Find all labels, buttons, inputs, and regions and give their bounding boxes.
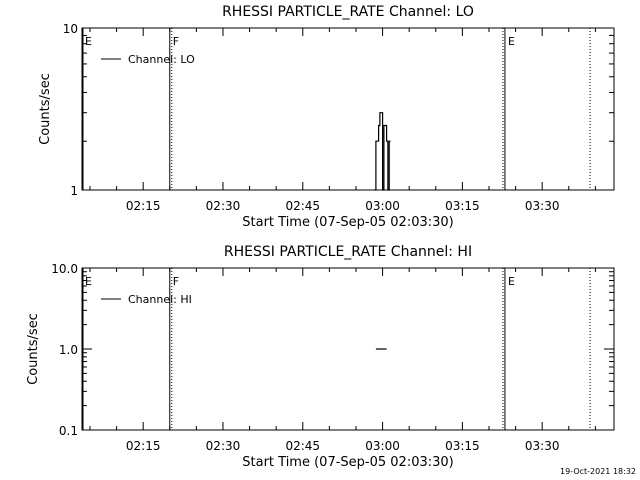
x-tick-label: 02:15 <box>126 199 161 213</box>
x-tick-label: 03:00 <box>365 199 400 213</box>
x-tick-label: 02:15 <box>126 439 161 453</box>
marker-label-e: E <box>508 275 515 288</box>
panel-lo: RHESSI PARTICLE_RATE Channel: LO Start Ti… <box>38 4 615 230</box>
series-line-channel-lo <box>374 112 391 191</box>
y-tick-label: 10.0 <box>51 262 78 276</box>
x-tick-label: 03:15 <box>445 439 480 453</box>
x-tick-label: 02:30 <box>206 199 241 213</box>
x-tick-label: 03:30 <box>525 199 560 213</box>
x-tick-label: 02:30 <box>206 439 241 453</box>
legend-label: Channel: LO <box>128 53 195 66</box>
legend-label: Channel: HI <box>128 293 192 306</box>
chart-title: RHESSI PARTICLE_RATE Channel: LO <box>222 4 474 20</box>
marker-label-e: E <box>85 275 92 288</box>
y-tick-label: 1 <box>70 184 78 198</box>
generation-timestamp: 19-Oct-2021 18:32 <box>560 467 636 476</box>
panel-hi: RHESSI PARTICLE_RATE Channel: HI Start Ti… <box>26 244 615 470</box>
y-tick-label: 1.0 <box>59 343 78 357</box>
plot-frame <box>81 27 615 191</box>
x-axis-label: Start Time (07-Sep-05 02:03:30) <box>242 455 453 470</box>
chart-title: RHESSI PARTICLE_RATE Channel: HI <box>224 244 472 260</box>
y-axis-label: Counts/sec <box>38 73 53 145</box>
marker-label-f: F <box>173 35 179 48</box>
x-tick-label: 02:45 <box>285 439 320 453</box>
x-tick-label: 03:30 <box>525 439 560 453</box>
x-axis-label: Start Time (07-Sep-05 02:03:30) <box>242 215 453 230</box>
marker-label-e: E <box>508 35 515 48</box>
x-tick-label: 03:00 <box>365 439 400 453</box>
x-tick-label: 02:45 <box>285 199 320 213</box>
y-tick-label: 10 <box>63 22 78 36</box>
marker-label-f: F <box>173 275 179 288</box>
marker-label-e: E <box>85 35 92 48</box>
y-axis-label: Counts/sec <box>26 313 41 385</box>
y-tick-label: 0.1 <box>59 424 78 438</box>
x-tick-label: 03:15 <box>445 199 480 213</box>
